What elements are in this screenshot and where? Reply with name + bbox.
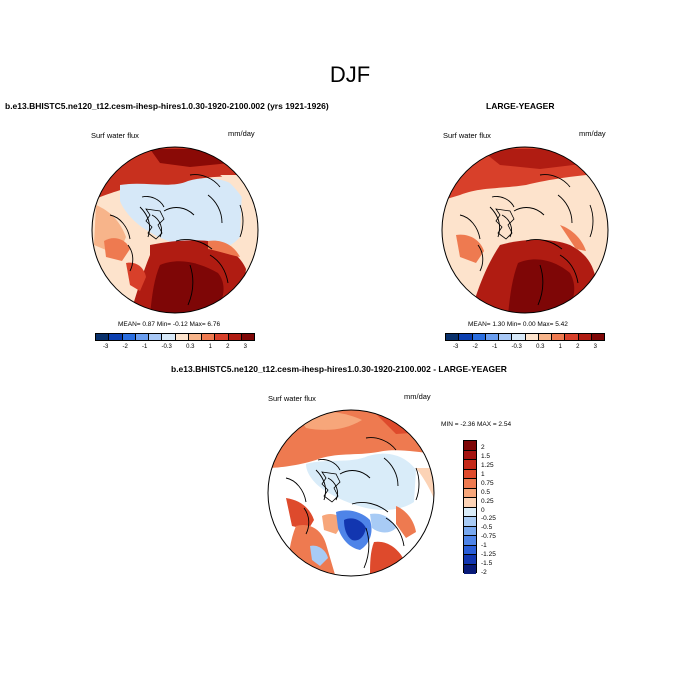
- right-colorbar-box: [472, 334, 486, 340]
- diff-variable-label: Surf water flux: [268, 394, 316, 403]
- diff-colorbar-tick-label: 1.5: [481, 452, 491, 460]
- diff-colorbar-tick-label: -0.5: [481, 524, 493, 532]
- left-colorbar-tick-label: 0.3: [186, 344, 195, 350]
- left-colorbar-box: [202, 334, 216, 340]
- diff-panel-title: b.e13.BHISTC5.ne120_t12.cesm-ihesp-hires…: [171, 364, 507, 374]
- left-colorbar-tick-label: 3: [243, 344, 247, 350]
- left-colorbar-tick-label: 2: [226, 344, 230, 350]
- diff-colorbar-box: [464, 450, 476, 460]
- left-colorbar-box: [215, 334, 229, 340]
- left-colorbar-ticks: -3 -2 -1 -0.3 0.3 1 2 3: [103, 344, 247, 350]
- right-colorbar-box: [525, 334, 539, 340]
- left-polar-map: [91, 146, 259, 314]
- diff-colorbar-tick-label: 0: [481, 506, 485, 514]
- right-colorbar-box: [538, 334, 552, 340]
- left-colorbar-tick-label: -0.3: [161, 344, 172, 350]
- right-colorbar-tick-label: -0.3: [511, 344, 522, 350]
- left-stats: MEAN= 0.87 Min= -0.12 Max= 6.76: [118, 321, 221, 328]
- diff-colorbar-tick-label: -1.5: [481, 560, 493, 568]
- right-colorbar-box: [552, 334, 566, 340]
- diff-colorbar-tick-label: 1.25: [481, 461, 494, 469]
- right-colorbar-tick-label: 0.3: [536, 344, 545, 350]
- right-colorbar-box: [485, 334, 499, 340]
- diff-colorbar-box: [464, 517, 476, 527]
- diff-colorbar-box: [464, 488, 476, 498]
- right-colorbar-tick-label: 3: [593, 344, 597, 350]
- diff-colorbar-tick-label: -1: [481, 542, 487, 550]
- right-colorbar-tick-label: -1: [492, 344, 498, 350]
- diff-colorbar-box: [464, 555, 476, 565]
- left-colorbar-box: [96, 334, 110, 340]
- left-colorbar-box: [175, 334, 189, 340]
- diff-colorbar-box: [464, 526, 476, 536]
- left-colorbar-tick-label: -1: [142, 344, 148, 350]
- right-colorbar-box: [499, 334, 513, 340]
- diff-colorbar-tick-label: 0.75: [481, 479, 494, 487]
- right-colorbar-box: [591, 334, 604, 340]
- right-colorbar-box: [565, 334, 579, 340]
- left-colorbar-tick-label: -2: [122, 344, 128, 350]
- left-colorbar-tick-label: -3: [103, 344, 109, 350]
- left-colorbar: [95, 333, 255, 341]
- left-colorbar-tick-label: 1: [208, 344, 212, 350]
- diff-colorbar-box: [464, 536, 476, 546]
- diff-colorbar-box: [464, 441, 476, 451]
- right-colorbar-tick-label: -3: [453, 344, 459, 350]
- diff-colorbar-box: [464, 469, 476, 479]
- diff-stats: MIN = -2.36 MAX = 2.54: [441, 421, 512, 428]
- left-variable-label: Surf water flux: [91, 131, 139, 140]
- left-colorbar-box: [188, 334, 202, 340]
- right-colorbar-box: [578, 334, 592, 340]
- right-variable-label: Surf water flux: [443, 131, 491, 140]
- diff-colorbar-box: [464, 545, 476, 555]
- right-colorbar-tick-label: -2: [472, 344, 478, 350]
- right-colorbar-tick-label: 1: [558, 344, 562, 350]
- right-colorbar-box: [446, 334, 460, 340]
- left-colorbar-box: [149, 334, 163, 340]
- diff-colorbar-box: [464, 479, 476, 489]
- diff-colorbar: [463, 440, 477, 574]
- diff-colorbar-box: [464, 564, 476, 574]
- diff-colorbar-tick-label: 1: [481, 470, 485, 478]
- right-colorbar-box: [512, 334, 526, 340]
- diff-colorbar-tick-label: 2: [481, 444, 485, 451]
- diff-colorbar-box: [464, 507, 476, 517]
- right-colorbar-tick-label: 2: [576, 344, 580, 350]
- diff-polar-map: [267, 409, 435, 577]
- left-colorbar-box: [162, 334, 176, 340]
- diff-colorbar-tick-label: -0.25: [481, 515, 496, 523]
- diff-colorbar-tick-label: 0.25: [481, 497, 494, 505]
- diff-colorbar-tick-label: -2: [481, 569, 487, 576]
- left-colorbar-box: [135, 334, 149, 340]
- diff-units-label: mm/day: [404, 392, 431, 401]
- right-units-label: mm/day: [579, 129, 606, 138]
- left-colorbar-box: [109, 334, 123, 340]
- right-colorbar: [445, 333, 605, 341]
- diff-colorbar-box: [464, 460, 476, 470]
- figure-title: DJF: [329, 62, 371, 87]
- diff-colorbar-tick-label: 0.5: [481, 488, 491, 496]
- right-colorbar-ticks: -3 -2 -1 -0.3 0.3 1 2 3: [453, 344, 597, 350]
- diff-colorbar-tick-label: -0.75: [481, 533, 496, 541]
- left-units-label: mm/day: [228, 129, 255, 138]
- right-polar-map: [441, 146, 609, 314]
- left-colorbar-box: [122, 334, 136, 340]
- left-colorbar-box: [228, 334, 242, 340]
- diff-colorbar-box: [464, 498, 476, 508]
- right-panel-title: LARGE-YEAGER: [486, 101, 555, 111]
- left-panel-title: b.e13.BHISTC5.ne120_t12.cesm-ihesp-hires…: [5, 101, 329, 111]
- diff-colorbar-tick-label: -1.25: [481, 551, 496, 559]
- right-stats: MEAN= 1.30 Min= 0.00 Max= 5.42: [468, 321, 568, 328]
- left-colorbar-box: [241, 334, 254, 340]
- right-colorbar-box: [459, 334, 473, 340]
